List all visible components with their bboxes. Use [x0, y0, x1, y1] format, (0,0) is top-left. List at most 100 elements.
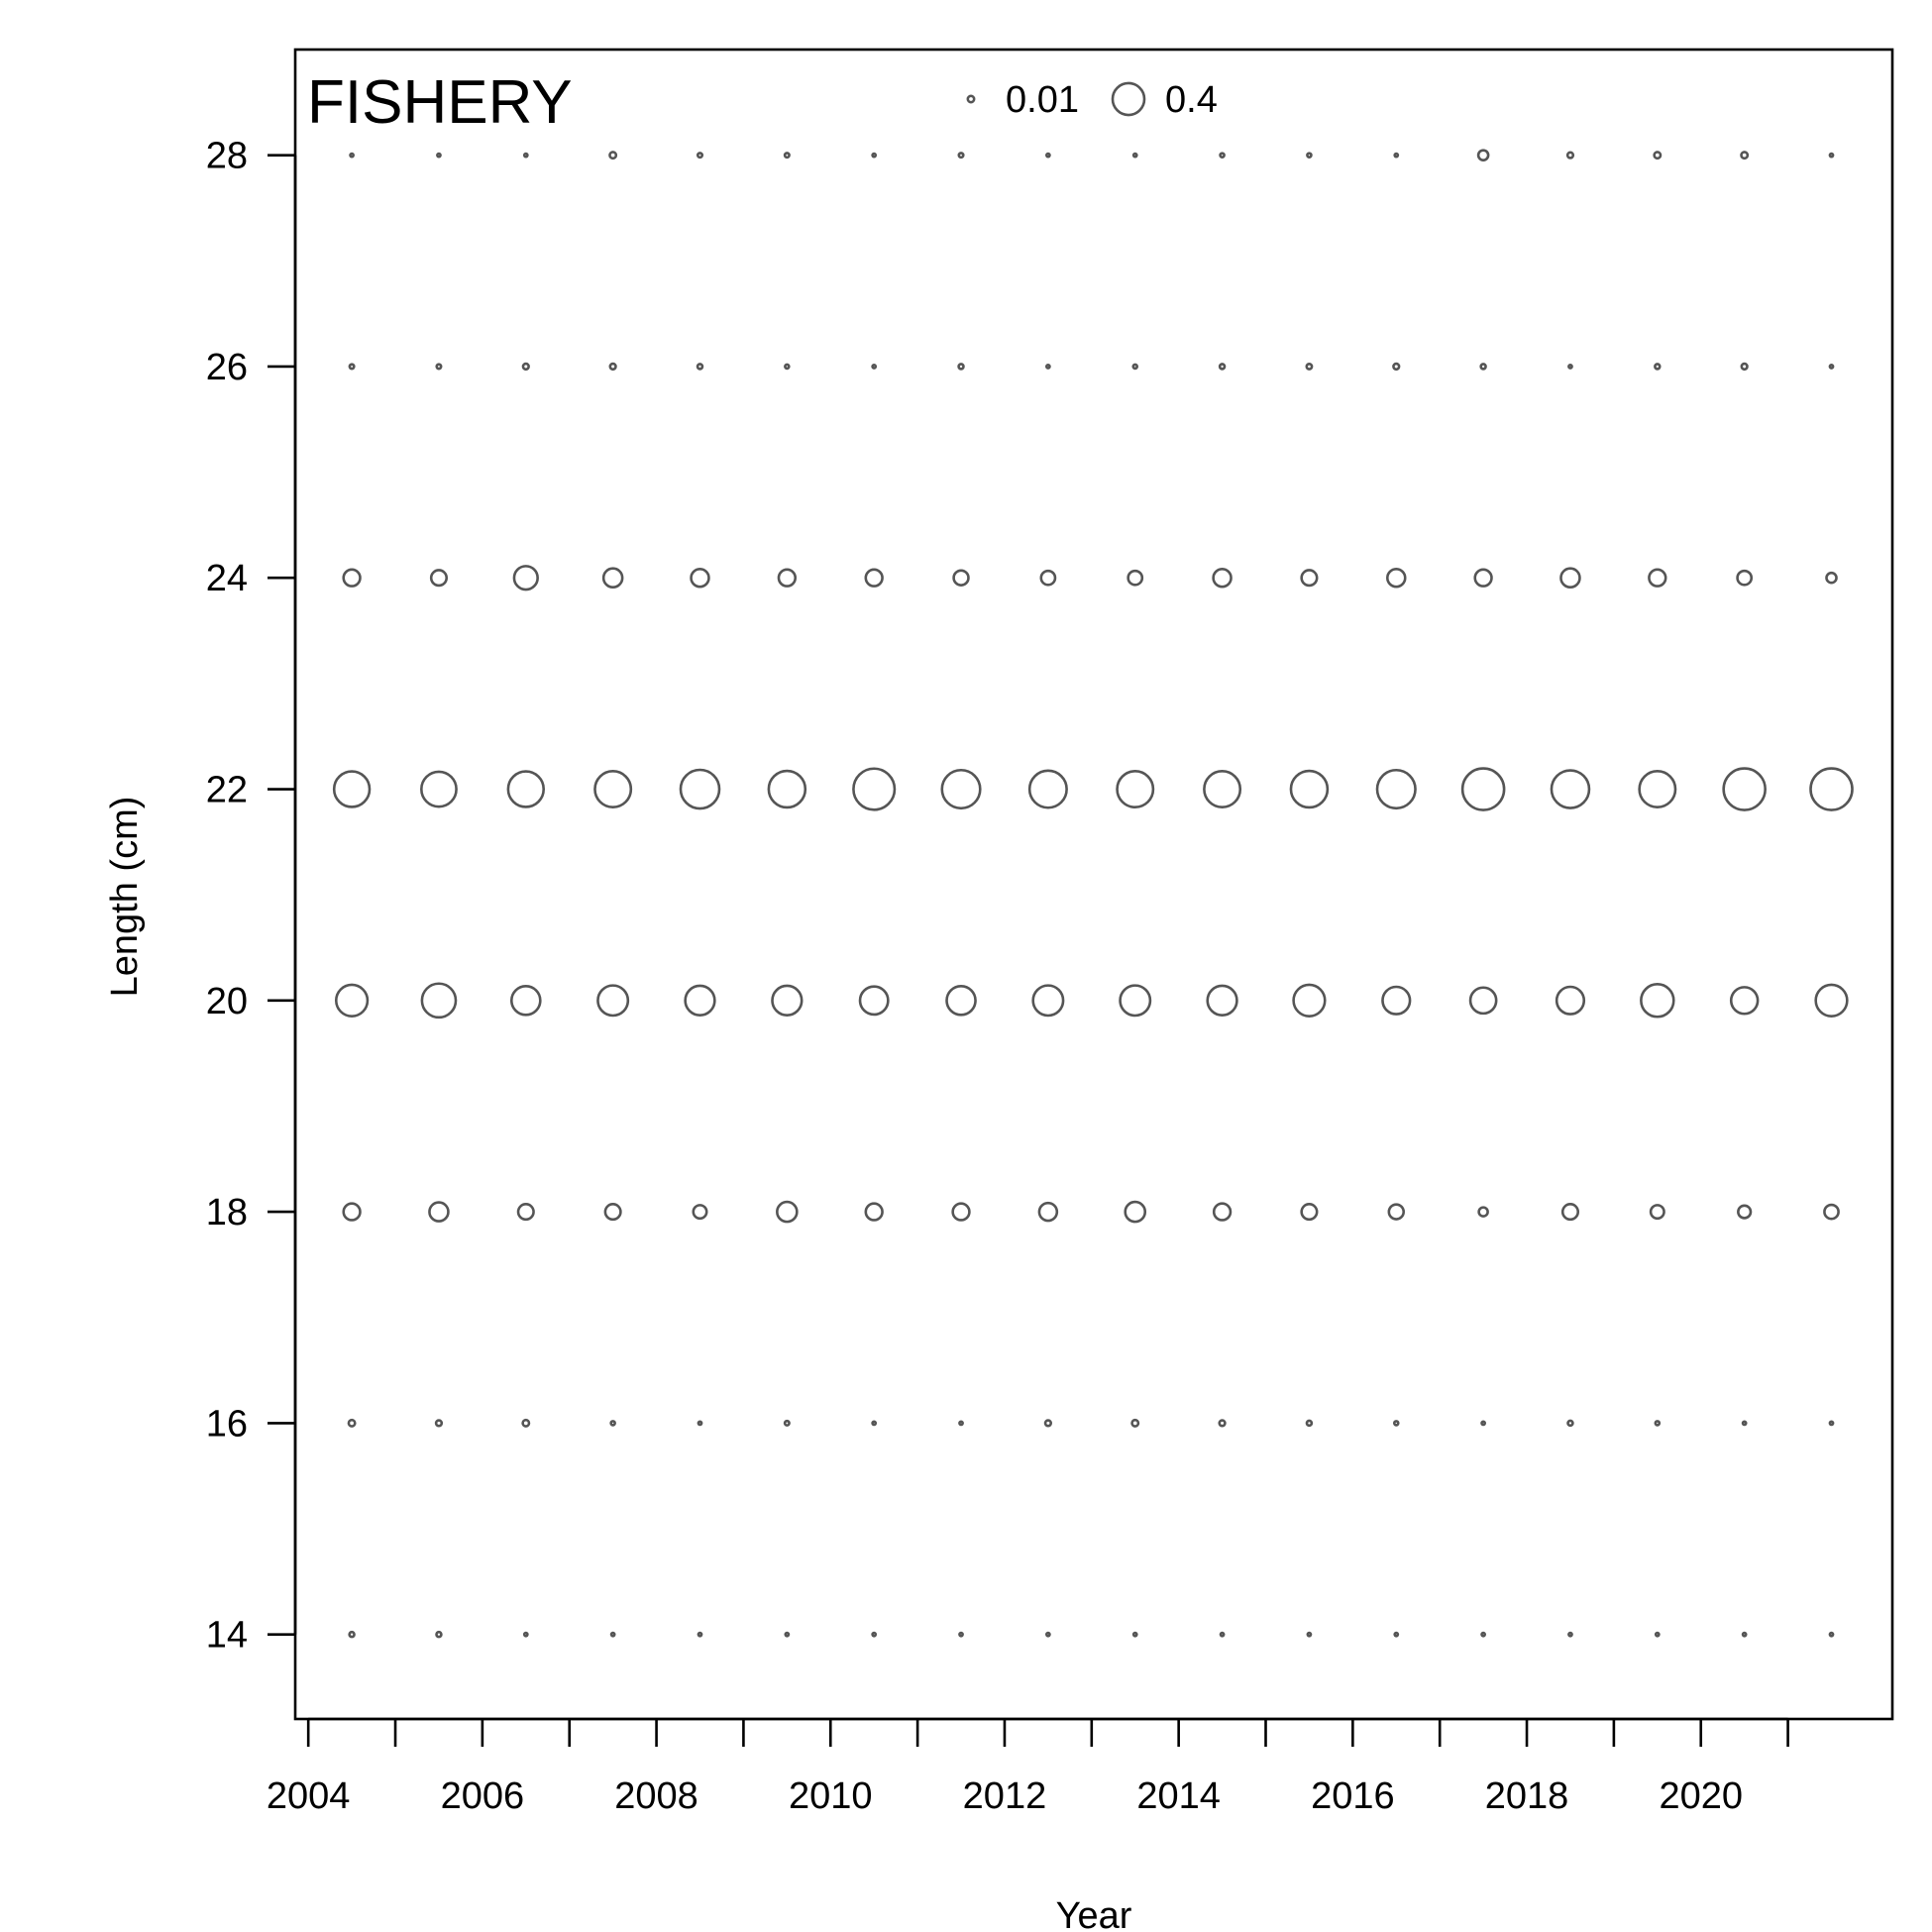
- data-bubble: [1219, 1631, 1226, 1638]
- legend-bubble-small: [966, 94, 976, 104]
- data-bubble: [1740, 362, 1749, 372]
- data-bubble: [783, 1419, 791, 1427]
- data-bubble: [1219, 152, 1226, 159]
- data-bubble: [1828, 364, 1835, 370]
- data-bubble: [1306, 152, 1313, 159]
- data-bubble: [1825, 571, 1838, 585]
- data-bubble: [601, 567, 624, 590]
- data-bubble: [697, 1631, 703, 1638]
- data-bubble: [436, 152, 442, 159]
- data-bubble: [593, 770, 633, 809]
- data-bubble: [784, 363, 791, 371]
- data-bubble: [1567, 364, 1573, 370]
- data-bubble: [596, 984, 630, 1018]
- data-bubble: [1031, 984, 1065, 1018]
- data-bubble: [1828, 1631, 1835, 1638]
- data-bubble: [1292, 983, 1327, 1018]
- data-bubble: [1737, 1204, 1753, 1220]
- data-bubble: [1480, 1631, 1487, 1638]
- data-bubble: [1741, 1420, 1748, 1427]
- data-bubble: [957, 363, 965, 371]
- data-bubble: [1477, 1206, 1489, 1218]
- data-bubble: [522, 152, 529, 159]
- data-bubble: [871, 364, 878, 370]
- data-bubble: [349, 152, 356, 159]
- data-bubble: [506, 770, 546, 808]
- data-bubble: [1654, 1631, 1661, 1638]
- data-bubble: [1305, 362, 1314, 371]
- data-bubble: [347, 1418, 357, 1428]
- data-bubble: [1392, 362, 1401, 372]
- x-tick-label: 2012: [963, 1775, 1047, 1817]
- data-bubble: [1044, 1631, 1051, 1638]
- data-bubble: [1300, 569, 1319, 588]
- legend: 0.01 0.4: [966, 79, 1218, 121]
- data-bubble: [871, 152, 878, 159]
- x-tick-label: 2004: [267, 1775, 351, 1817]
- data-bubble: [1131, 363, 1139, 371]
- data-bubble: [1555, 985, 1586, 1016]
- y-tick-label: 22: [206, 770, 248, 811]
- data-bubble: [1386, 567, 1407, 589]
- data-bubble: [1218, 363, 1227, 371]
- x-tick-label: 2020: [1659, 1775, 1743, 1817]
- data-bubble: [871, 1420, 878, 1427]
- data-bubble: [435, 363, 443, 371]
- data-bubble: [1218, 1419, 1227, 1428]
- data-bubble: [952, 569, 970, 587]
- data-bubble: [690, 567, 710, 589]
- data-bubble: [1212, 567, 1233, 589]
- data-bubble: [522, 1631, 529, 1638]
- y-tick-label: 28: [206, 136, 248, 177]
- y-tick-label: 14: [206, 1615, 248, 1657]
- y-tick-label: 20: [206, 981, 248, 1022]
- data-bubble: [783, 152, 791, 160]
- data-bubble: [767, 769, 807, 809]
- data-bubble: [1027, 769, 1068, 809]
- data-bubble: [1823, 1203, 1840, 1221]
- data-bubble: [348, 1630, 356, 1639]
- data-bubble: [958, 1420, 964, 1427]
- data-bubble: [342, 568, 362, 588]
- data-bubble: [871, 1631, 878, 1638]
- y-axis: 14 16 18 20 22 24 26 28: [206, 136, 297, 1657]
- data-bubble: [1375, 768, 1417, 810]
- data-bubble: [1550, 769, 1591, 809]
- x-tick-label: 2008: [614, 1775, 698, 1817]
- data-bubble: [509, 985, 542, 1017]
- data-bubble: [864, 1202, 884, 1222]
- data-bubble: [1305, 1419, 1314, 1428]
- data-bubble: [1203, 770, 1242, 809]
- data-bubble: [940, 768, 982, 810]
- data-bubble: [1468, 986, 1498, 1016]
- data-bubble: [692, 1204, 708, 1221]
- data-bubble: [696, 152, 704, 160]
- data-bubble: [516, 1203, 535, 1222]
- x-tick-label: 2018: [1485, 1775, 1569, 1817]
- data-bubble: [696, 363, 704, 371]
- data-bubble: [1476, 149, 1490, 161]
- y-axis-title: Length (cm): [104, 797, 146, 998]
- y-tick-label: 18: [206, 1192, 248, 1234]
- data-bubble: [512, 565, 539, 591]
- data-bubble: [776, 1200, 799, 1224]
- x-tick-label: 2006: [441, 1775, 525, 1817]
- bubbles: [332, 149, 1854, 1639]
- x-tick-label: 2016: [1311, 1775, 1395, 1817]
- data-bubble: [1306, 1631, 1313, 1638]
- data-bubble: [1560, 1203, 1580, 1222]
- data-bubble: [679, 768, 721, 810]
- data-bubble: [1741, 1631, 1748, 1638]
- data-bubble: [332, 770, 372, 808]
- data-bubble: [958, 1631, 964, 1638]
- y-tick-label: 26: [206, 347, 248, 388]
- data-bubble: [1119, 984, 1152, 1018]
- data-bubble: [1393, 152, 1400, 159]
- data-bubble: [1640, 983, 1675, 1019]
- data-bubble: [434, 1419, 444, 1428]
- data-bubble: [609, 1631, 616, 1638]
- data-bubble: [1116, 770, 1155, 809]
- data-bubble: [1392, 1420, 1400, 1427]
- data-bubble: [852, 767, 897, 811]
